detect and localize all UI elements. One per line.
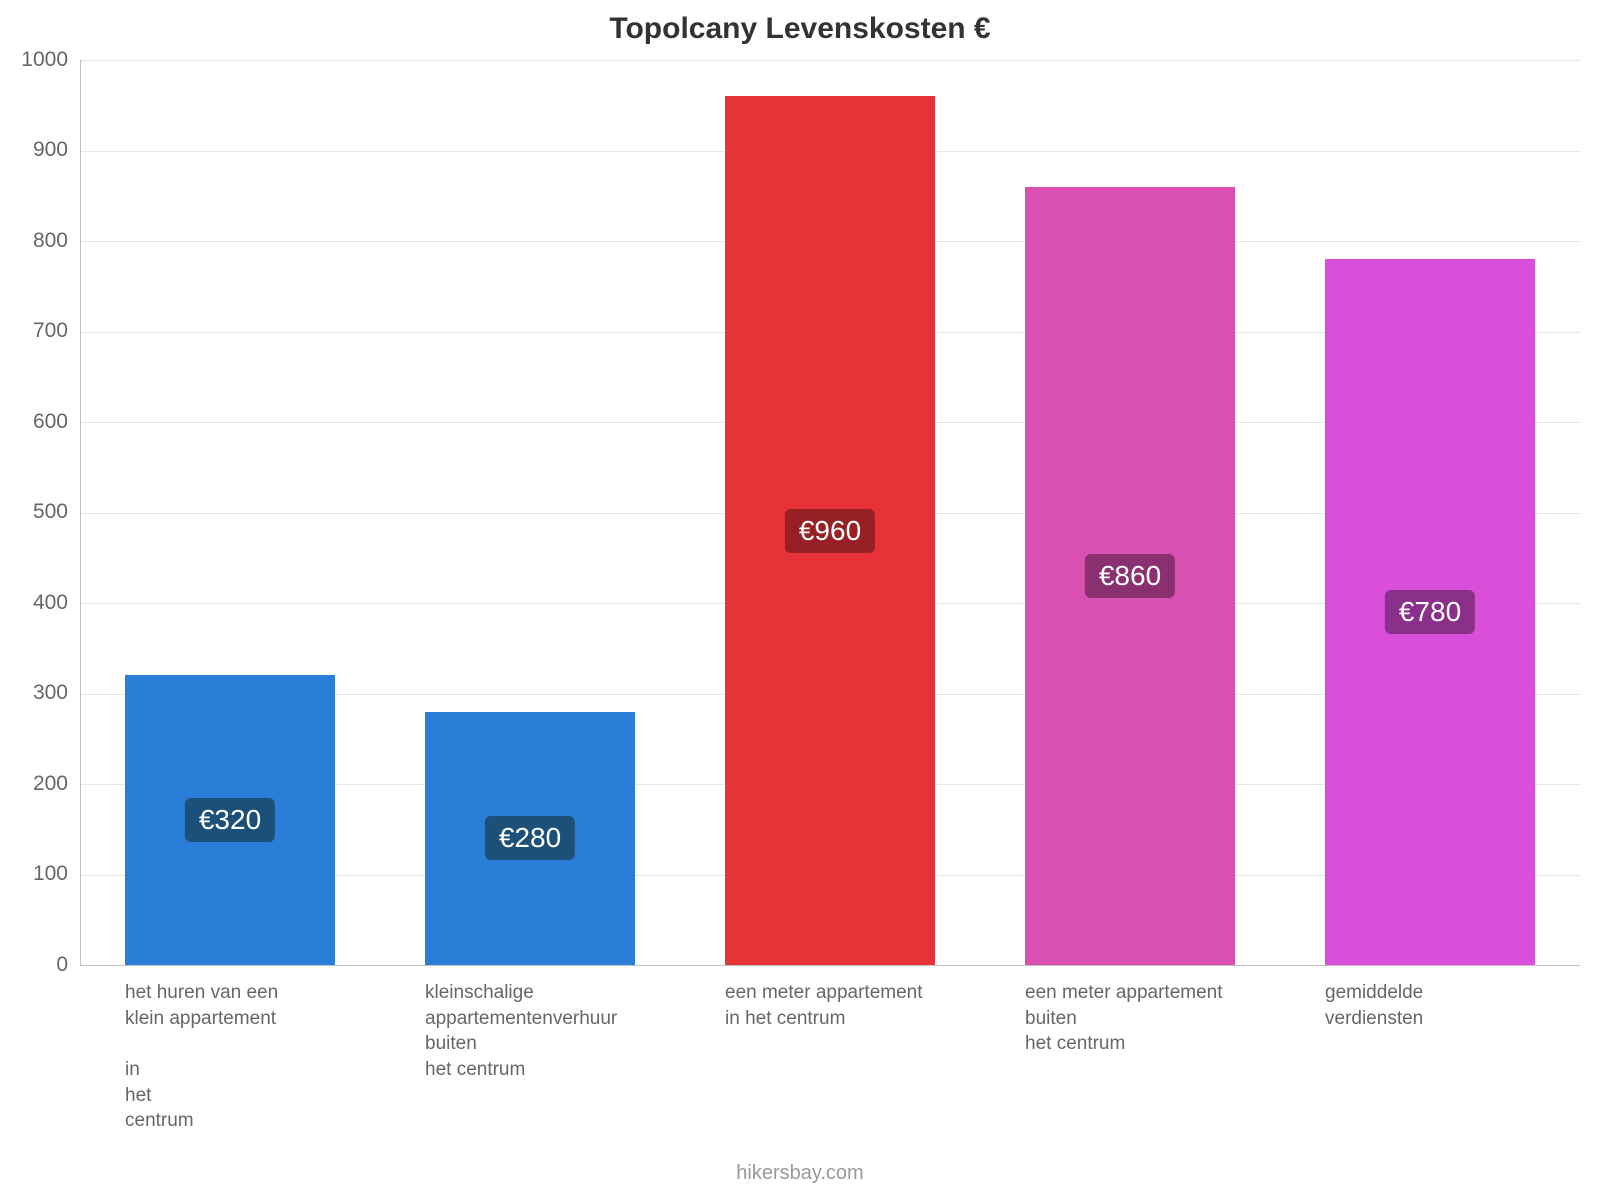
chart-container: Topolcany Levenskosten € 010020030040050… [0,0,1600,1200]
y-axis-line [80,60,81,966]
gridline [80,60,1580,61]
bar-small-apt-center-value-label: €320 [185,798,275,842]
y-tick-label: 800 [0,229,68,253]
y-tick-label: 400 [0,591,68,615]
bar-meter-apt-outside-xlabel: een meter appartement buiten het centrum [1025,980,1275,1057]
bar-meter-apt-outside-value-label: €860 [1085,554,1175,598]
y-tick-label: 300 [0,681,68,705]
x-axis-line [80,965,1580,966]
y-tick-label: 0 [0,953,68,977]
y-tick-label: 700 [0,319,68,343]
bar-average-earnings-xlabel: gemiddelde verdiensten [1325,980,1575,1031]
bar-small-apt-outside-value-label: €280 [485,816,575,860]
y-tick-label: 500 [0,500,68,524]
chart-title: Topolcany Levenskosten € [0,12,1600,46]
y-tick-label: 600 [0,410,68,434]
bar-small-apt-center-xlabel: het huren van een klein appartement in h… [125,980,375,1134]
credit-text: hikersbay.com [0,1162,1600,1185]
y-tick-label: 1000 [0,48,68,72]
y-tick-label: 100 [0,862,68,886]
bar-average-earnings-value-label: €780 [1385,590,1475,634]
y-tick-label: 200 [0,772,68,796]
bar-small-apt-outside-xlabel: kleinschalige appartementenverhuur buite… [425,980,675,1083]
plot-area: 01002003004005006007008009001000€320het … [80,60,1580,965]
y-tick-label: 900 [0,138,68,162]
bar-meter-apt-center-xlabel: een meter appartement in het centrum [725,980,975,1031]
bar-meter-apt-center-value-label: €960 [785,509,875,553]
